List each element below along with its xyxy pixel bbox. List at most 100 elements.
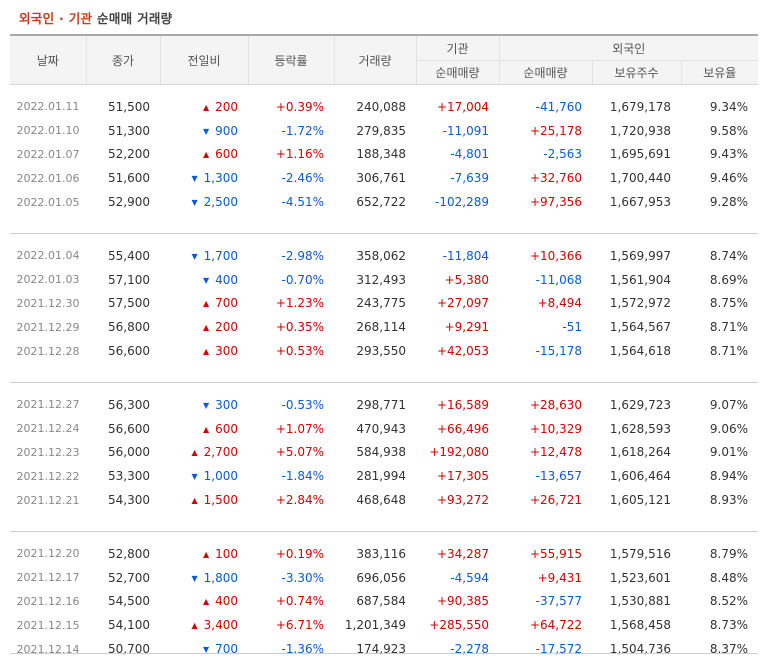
ratio-cell: 8.79% (709, 546, 749, 561)
triangle-down-icon: ▼ (191, 198, 198, 208)
foreign-net-cell: -13,657 (535, 469, 582, 484)
volume-cell: 298,771 (356, 397, 406, 412)
ratio-cell: 9.06% (709, 421, 749, 436)
group-top-spacer (10, 382, 758, 393)
ratio-cell: 9.01% (709, 445, 749, 460)
panel-title: 외국인 · 기관 순매매 거래량 (19, 8, 172, 28)
close-cell: 57,500 (108, 296, 150, 311)
rate-cell: -0.70% (281, 272, 324, 287)
header-change: 전일비 (159, 34, 248, 85)
close-cell: 51,600 (108, 171, 150, 186)
volume-cell: 188,348 (356, 147, 406, 162)
foreign-net-cell: -2,563 (543, 147, 582, 162)
change-value: 400 (215, 272, 238, 287)
change-value: 1,500 (203, 493, 238, 508)
change-value: 200 (215, 99, 238, 114)
volume-cell: 268,114 (356, 320, 406, 335)
change-cell: ▼ 300 (160, 393, 248, 417)
ratio-cell: 9.46% (709, 171, 749, 186)
rate-cell: -1.84% (281, 469, 324, 484)
rate-cell: -1.72% (281, 123, 324, 138)
change-value: 1,300 (203, 171, 238, 186)
foreign-net-cell: +8,494 (537, 296, 582, 311)
volume-cell: 240,088 (356, 99, 406, 114)
date-cell: 2021.12.28 (16, 344, 80, 358)
close-cell: 55,400 (108, 248, 150, 263)
holdings-cell: 1,667,953 (609, 195, 671, 210)
triangle-down-icon: ▼ (191, 251, 198, 261)
date-cell: 2021.12.20 (16, 547, 80, 561)
ratio-cell: 8.37% (709, 642, 749, 657)
change-cell: ▲ 700 (160, 292, 248, 316)
rate-cell: +0.74% (275, 594, 324, 609)
group-separator (10, 362, 759, 383)
change-cell: ▲ 200 (160, 315, 248, 339)
close-cell: 56,800 (108, 320, 150, 335)
change-cell: ▼ 1,300 (160, 166, 248, 190)
date-cell: 2022.01.05 (16, 195, 80, 209)
rate-cell: +0.19% (275, 546, 324, 561)
holdings-cell: 1,530,881 (609, 594, 671, 609)
institution-net-cell: +27,097 (436, 296, 489, 311)
table-row: 2022.01.03 57,100 ▼ 400 -0.70% 312,493 +5,380 -… (10, 268, 758, 292)
triangle-down-icon: ▼ (202, 275, 210, 285)
foreign-net-cell: -17,572 (535, 642, 582, 657)
institution-net-cell: +9,291 (444, 320, 489, 335)
volume-cell: 1,201,349 (344, 618, 406, 633)
ratio-cell: 8.93% (709, 493, 749, 508)
change-cell: ▲ 200 (160, 95, 248, 119)
foreign-net-cell: +10,329 (529, 421, 582, 436)
ratio-cell: 9.58% (709, 123, 749, 138)
table-row: 2021.12.21 54,300 ▲ 1,500 +2.84% 468,648 +93,2… (10, 488, 758, 512)
table-row: 2022.01.10 51,300 ▼ 900 -1.72% 279,835 -11,091… (10, 119, 758, 143)
holdings-cell: 1,569,997 (609, 248, 671, 263)
volume-cell: 584,938 (356, 445, 406, 460)
ratio-cell: 8.75% (709, 296, 749, 311)
institution-net-cell: -11,091 (442, 123, 489, 138)
institution-net-cell: +17,305 (436, 469, 489, 484)
holdings-cell: 1,720,938 (609, 123, 671, 138)
holdings-cell: 1,679,178 (609, 99, 671, 114)
change-value: 700 (215, 642, 238, 657)
triangle-down-icon: ▼ (191, 174, 198, 184)
close-cell: 52,800 (108, 546, 150, 561)
date-cell: 2022.01.07 (16, 147, 80, 161)
group-top-spacer (10, 85, 758, 96)
volume-cell: 696,056 (356, 570, 406, 585)
triangle-up-icon: ▲ (202, 323, 210, 333)
institution-net-cell: -102,289 (435, 195, 489, 210)
ratio-cell: 8.94% (709, 469, 749, 484)
date-cell: 2021.12.27 (16, 398, 80, 412)
close-cell: 54,100 (108, 618, 150, 633)
institution-net-cell: -4,801 (450, 147, 489, 162)
table-row: 2021.12.30 57,500 ▲ 700 +1.23% 243,775 +27,097… (10, 292, 758, 316)
ratio-cell: 8.74% (709, 248, 749, 263)
foreign-net-cell: -11,068 (535, 272, 582, 287)
change-value: 300 (215, 344, 238, 359)
table-row: 2021.12.28 56,600 ▲ 300 +0.53% 293,550 +42,053… (10, 339, 758, 363)
institution-net-cell: +66,496 (436, 421, 489, 436)
table-row: 2021.12.27 56,300 ▼ 300 -0.53% 298,771 +16,589… (10, 393, 758, 417)
holdings-cell: 1,568,458 (609, 618, 671, 633)
group-separator (10, 213, 759, 234)
institution-net-cell: +42,053 (436, 344, 489, 359)
close-cell: 56,600 (108, 421, 150, 436)
table-row: 2021.12.16 54,500 ▲ 400 +0.74% 687,584 +90,385… (10, 590, 758, 614)
change-value: 1,700 (203, 248, 238, 263)
close-cell: 50,700 (108, 642, 150, 657)
date-cell: 2021.12.22 (16, 469, 80, 483)
institution-net-cell: -7,639 (450, 171, 489, 186)
change-value: 400 (215, 594, 238, 609)
triangle-up-icon: ▲ (202, 102, 210, 112)
close-cell: 54,500 (108, 594, 150, 609)
volume-cell: 383,116 (356, 546, 406, 561)
close-cell: 51,300 (108, 123, 150, 138)
rate-cell: +1.16% (275, 147, 324, 162)
table-row: 2022.01.07 52,200 ▲ 600 +1.16% 188,348 -4,801 -… (10, 143, 758, 167)
change-cell: ▲ 600 (160, 143, 248, 167)
institution-net-cell: +17,004 (436, 99, 489, 114)
volume-cell: 687,584 (356, 594, 406, 609)
ratio-cell: 9.28% (709, 195, 749, 210)
table-row: 2022.01.04 55,400 ▼ 1,700 -2.98% 358,062 -11,8… (10, 244, 758, 268)
